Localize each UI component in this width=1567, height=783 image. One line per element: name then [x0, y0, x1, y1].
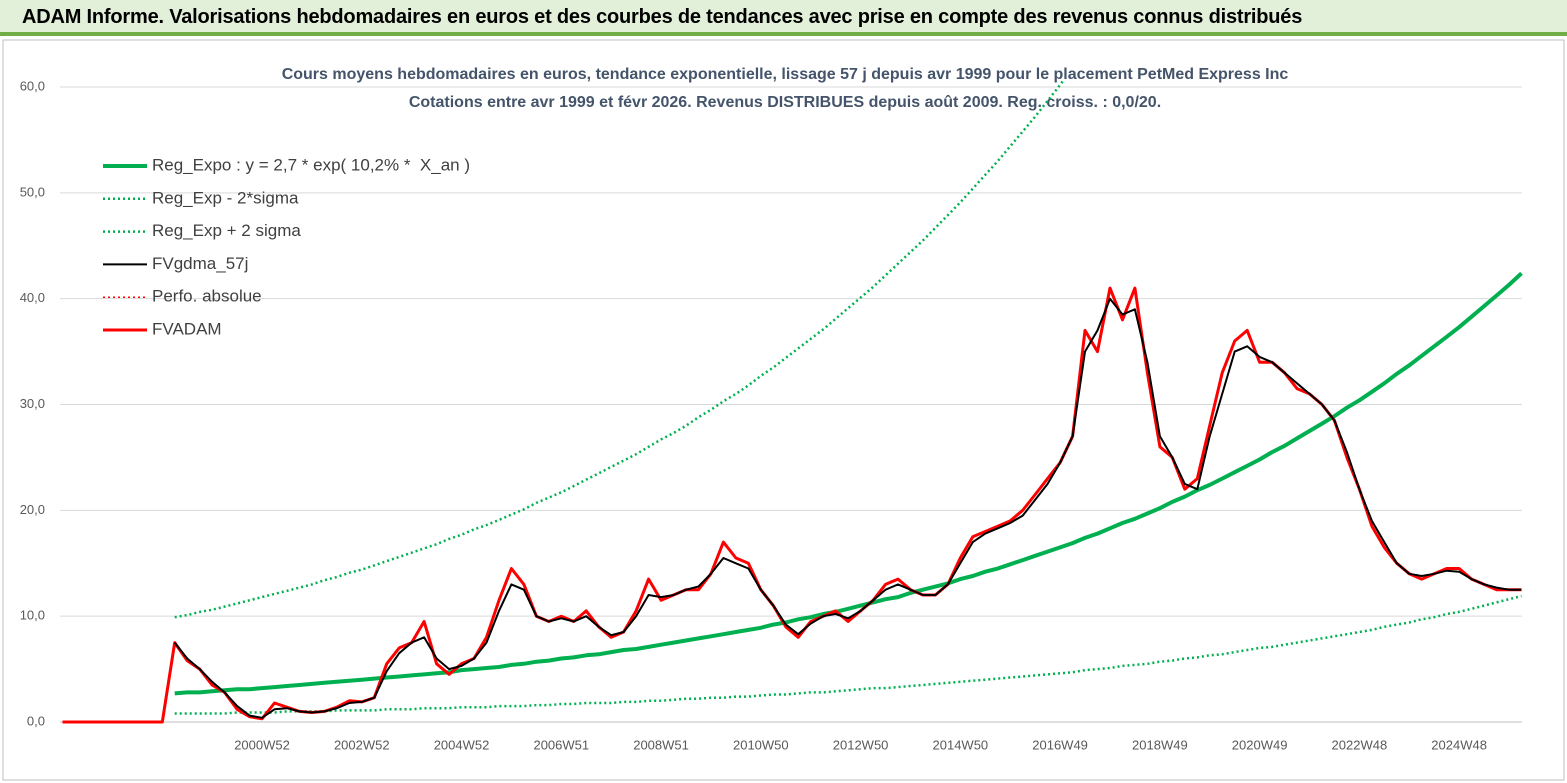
x-tick-label: 2024W48	[1431, 737, 1487, 752]
chart-frame	[2, 39, 1565, 781]
plot-area	[62, 80, 1523, 724]
legend-label: Reg_Expo : y = 2,7 * exp( 10,2% * X_an )	[152, 155, 470, 174]
x-tick-label: 2020W49	[1232, 737, 1288, 752]
x-tick-label: 2022W48	[1332, 737, 1388, 752]
x-tick-label: 2000W52	[234, 737, 290, 752]
y-tick-label: 40,0	[20, 290, 45, 305]
x-tick-label: 2016W49	[1032, 737, 1088, 752]
series-line	[174, 80, 1066, 619]
series-line	[174, 271, 1523, 696]
banner-title: ADAM Informe. Valorisations hebdomadaire…	[22, 6, 1303, 28]
x-tick-label: 2002W52	[334, 737, 390, 752]
chart-subtitle: Cotations entre avr 1999 et févr 2026. R…	[409, 94, 1161, 111]
series-line	[62, 286, 1522, 724]
legend-label: Perfo. absolue	[152, 287, 262, 306]
legend-label: FVADAM	[152, 319, 222, 338]
banner: ADAM Informe. Valorisations hebdomadaire…	[0, 0, 1567, 36]
legend-label: FVgdma_57j	[152, 254, 248, 273]
chart-title: Cours moyens hebdomadaires en euros, ten…	[282, 66, 1289, 83]
legend-label: Reg_Exp + 2 sigma	[152, 221, 301, 240]
x-tick-label: 2018W49	[1132, 737, 1188, 752]
x-tick-label: 2014W50	[933, 737, 989, 752]
x-tick-label: 2010W50	[733, 737, 789, 752]
y-tick-label: 30,0	[20, 396, 45, 411]
x-tick-label: 2004W52	[434, 737, 490, 752]
series-line	[174, 594, 1522, 715]
y-tick-label: 50,0	[20, 184, 45, 199]
y-tick-label: 60,0	[20, 78, 45, 93]
x-tick-label: 2008W51	[633, 737, 689, 752]
y-tick-label: 10,0	[20, 608, 45, 623]
legend-label: Reg_Exp - 2*sigma	[152, 188, 299, 207]
y-tick-label: 20,0	[20, 502, 45, 517]
x-tick-label: 2012W50	[833, 737, 889, 752]
x-tick-label: 2006W51	[533, 737, 589, 752]
y-tick-label: 0,0	[27, 713, 45, 728]
series-line	[173, 297, 1522, 719]
